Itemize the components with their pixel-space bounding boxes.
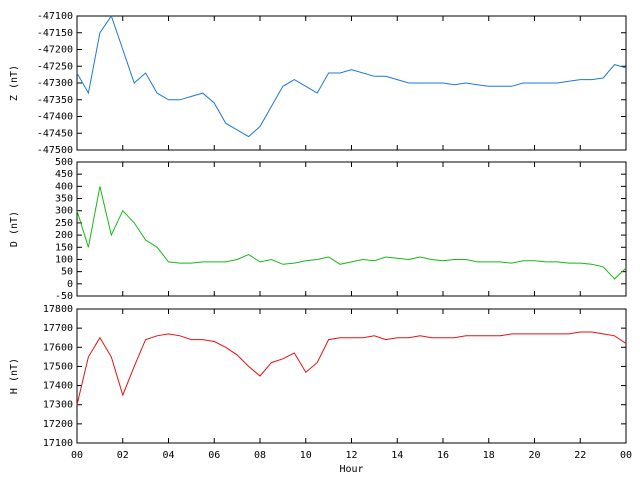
y-tick-label: 0: [67, 279, 73, 290]
x-axis-label: Hour: [339, 464, 363, 475]
plot-frame: [76, 161, 627, 297]
y-tick-label: 17200: [43, 419, 73, 430]
y-axis-label: H (nT): [9, 358, 20, 394]
y-tick-label: 200: [55, 230, 73, 241]
x-tick-label: 22: [574, 450, 586, 461]
x-tick-label: 20: [528, 450, 540, 461]
y-tick-label: 150: [55, 242, 73, 253]
y-tick-label: 400: [55, 181, 73, 192]
y-tick-label: 17500: [43, 361, 73, 372]
x-tick-label: 18: [483, 450, 495, 461]
y-tick-label: -47300: [37, 78, 73, 89]
y-tick-label: 250: [55, 218, 73, 229]
y-tick-label: 350: [55, 194, 73, 205]
x-tick-label: 06: [208, 450, 220, 461]
y-tick-label: 17100: [43, 438, 73, 449]
plot-frame: [76, 308, 627, 444]
y-tick-label: 17300: [43, 400, 73, 411]
y-axis-label: Z (nT): [9, 65, 20, 101]
x-tick-label: 14: [391, 450, 403, 461]
x-tick-label: 10: [300, 450, 312, 461]
y-tick-label: 450: [55, 169, 73, 180]
y-tick-label: -50: [55, 291, 73, 302]
x-tick-label: 00: [71, 450, 83, 461]
x-tick-label: 08: [254, 450, 266, 461]
y-tick-label: -47200: [37, 45, 73, 56]
data-line: [76, 186, 627, 280]
y-axis-label: D (nT): [9, 211, 20, 247]
y-tick-label: 500: [55, 157, 73, 168]
y-tick-label: -47500: [37, 145, 73, 156]
y-tick-label: 17600: [43, 342, 73, 353]
y-tick-label: 300: [55, 206, 73, 217]
x-tick-label: 04: [162, 450, 174, 461]
y-tick-label: -47350: [37, 95, 73, 106]
y-tick-label: 17700: [43, 323, 73, 334]
data-line: [76, 14, 627, 138]
data-line: [76, 331, 627, 405]
x-tick-label: 00: [620, 450, 632, 461]
y-tick-label: -47150: [37, 28, 73, 39]
y-tick-label: 17800: [43, 304, 73, 315]
y-tick-label: 100: [55, 254, 73, 265]
y-tick-label: 50: [61, 267, 73, 278]
y-tick-label: -47250: [37, 61, 73, 72]
x-tick-label: 02: [117, 450, 129, 461]
y-tick-label: -47100: [37, 11, 73, 22]
x-tick-label: 16: [437, 450, 449, 461]
y-tick-label: -47450: [37, 128, 73, 139]
x-tick-label: 12: [345, 450, 357, 461]
y-tick-label: 17400: [43, 381, 73, 392]
y-tick-label: -47400: [37, 112, 73, 123]
